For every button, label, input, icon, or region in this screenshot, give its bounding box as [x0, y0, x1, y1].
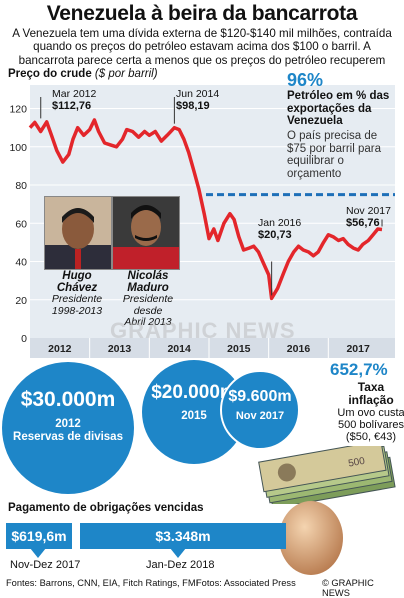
banknotes-icon: 500 [258, 446, 396, 504]
payment-callouts [30, 548, 186, 558]
x-tick-label: 2016 [287, 343, 311, 355]
watermark-text: GRAPHIC NEWS [110, 318, 296, 343]
x-tick-label: 2012 [48, 343, 72, 355]
svg-text:500: 500 [347, 456, 366, 470]
crude-price-line [28, 118, 383, 301]
photo-credit: Fotos: Associated Press [196, 578, 296, 588]
payment-bar-2018: $3.348m [80, 523, 286, 549]
x-axis-band [30, 338, 395, 358]
chavez-photo [44, 196, 112, 270]
page-title: Venezuela à beira da bancarrota [46, 2, 358, 25]
inflation-value: 652,7% [330, 360, 388, 379]
y-tick-label: 0 [21, 333, 27, 345]
y-tick-label: 60 [15, 218, 27, 230]
x-tick-label: 2014 [167, 343, 191, 355]
y-tick-label: 40 [15, 257, 27, 269]
reserve-circle-nov-2017: $9.600m Nov 2017 [220, 370, 300, 450]
chart-title: Preço do crude ($ por barril) [8, 68, 158, 80]
annotation-jan-2016: Jan 2016 $20,73 [258, 217, 302, 241]
annotation-nov-2017: Nov 2017 $56,76 [346, 205, 391, 229]
maduro-photo [112, 196, 180, 270]
annotation-mar-2012: Mar 2012 $112,76 [52, 88, 97, 112]
export-percent: 96% [287, 70, 324, 90]
inflation-label: Taxa inflação Um ovo custa 500 bolívares … [337, 380, 404, 443]
export-text: Petróleo em % das exportações da Venezue… [287, 90, 390, 128]
intro-text: A Venezuela tem uma dívida externa de $1… [12, 27, 392, 67]
y-tick-label: 120 [9, 104, 27, 116]
x-tick-label: 2017 [346, 343, 370, 355]
payment-period-2017: Nov-Dez 2017 [10, 559, 81, 571]
sources-footer: Fontes: Barrons, CNN, EIA, Fitch Ratings… [6, 578, 199, 588]
egg-icon [279, 501, 343, 575]
payment-bar-2017: $619,6m [6, 523, 72, 549]
budget-text: O país precisa de $75 por barril para eq… [287, 130, 381, 180]
y-tick-label: 20 [15, 295, 27, 307]
chavez-caption: Hugo Chávez Presidente 1998-2013 [51, 270, 103, 317]
brand-footer: © GRAPHIC NEWS [322, 578, 374, 598]
annotation-jun-2014: Jun 2014 $98,19 [176, 88, 220, 112]
y-tick-label: 80 [15, 180, 27, 192]
x-tick-label: 2015 [227, 343, 251, 355]
maduro-caption: Nicolás Maduro Presidente desde Abril 2013 [122, 270, 174, 328]
payments-title: Pagamento de obrigações vencidas [8, 502, 204, 514]
payment-period-2018: Jan-Dez 2018 [146, 559, 215, 571]
x-tick-label: 2013 [108, 343, 132, 355]
reserve-circle-2012: $30.000m 2012 Reservas de divisas [2, 362, 134, 494]
y-tick-label: 100 [9, 142, 27, 154]
